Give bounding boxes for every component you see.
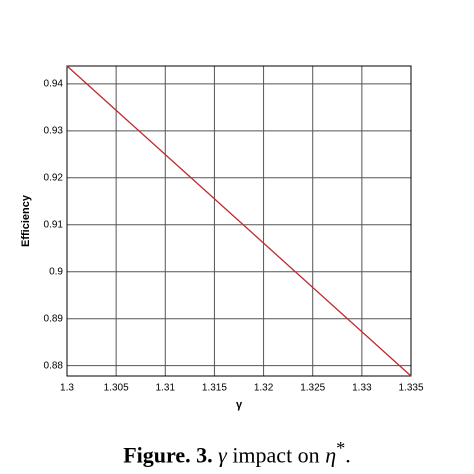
caption-end: . (345, 442, 351, 468)
caption-text: impact on (232, 442, 320, 468)
y-tick-label: 0.9 (49, 266, 63, 277)
x-tick-label: 1.305 (104, 383, 129, 394)
x-tick-label: 1.335 (398, 383, 423, 394)
caption-label: Figure. 3. (123, 442, 213, 468)
y-tick-label: 0.88 (44, 360, 64, 371)
y-tick-label: 0.94 (44, 78, 64, 89)
data-line (66, 65, 412, 377)
y-tick-label: 0.89 (44, 313, 64, 324)
caption-sup: * (336, 438, 346, 458)
x-tick-label: 1.31 (156, 383, 176, 394)
x-axis-label: γ (236, 399, 243, 411)
x-tick-label: 1.3 (60, 383, 74, 394)
x-tick-label: 1.33 (352, 383, 372, 394)
x-tick-label: 1.315 (202, 383, 227, 394)
chart: Efficiency γ 0.88 0.89 0.9 0.91 0.92 0.93 0.94… (20, 65, 424, 411)
y-tick-label: 0.91 (44, 219, 64, 230)
caption-symbol: η (325, 442, 337, 468)
x-tick-label: 1.325 (300, 383, 325, 394)
caption-symbol: γ (218, 442, 227, 468)
plot-frame (66, 65, 412, 377)
y-axis-label: Efficiency (20, 194, 32, 247)
y-tick-label: 0.93 (44, 125, 64, 136)
x-tick-label: 1.32 (254, 383, 274, 394)
y-tick-label: 0.92 (44, 172, 64, 183)
caption: Figure. 3. γ impact on η*. (0, 438, 474, 468)
